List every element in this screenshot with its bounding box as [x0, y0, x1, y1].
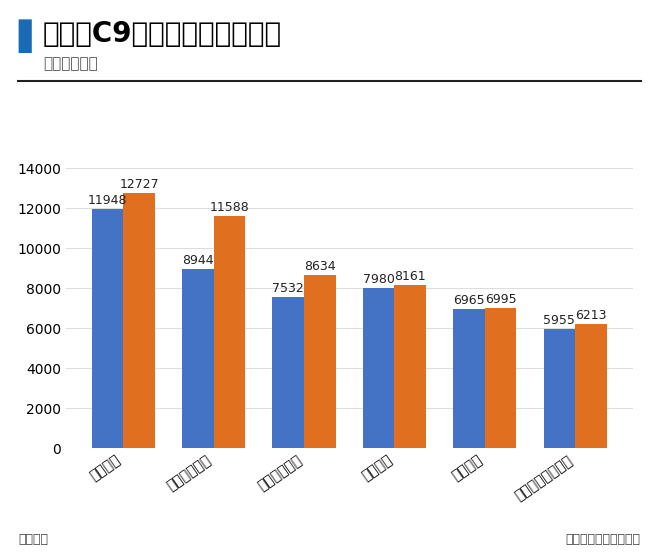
Text: 11588: 11588 [210, 201, 249, 214]
Text: 7980: 7980 [362, 273, 395, 286]
Bar [214, 216, 245, 448]
Bar [272, 297, 304, 448]
Bar [363, 288, 395, 448]
Text: 6213: 6213 [575, 309, 607, 322]
Bar [544, 329, 575, 448]
Text: 近两年C9高校毕业生人数变化: 近两年C9高校毕业生人数变化 [43, 20, 282, 48]
Bar [485, 308, 517, 448]
Bar [123, 193, 155, 448]
Text: 5955: 5955 [544, 314, 575, 327]
Text: 数据来源：各学校官网: 数据来源：各学校官网 [565, 533, 641, 546]
Legend: 2019年毕业生人数, 2020年毕业生人数: 2019年毕业生人数, 2020年毕业生人数 [225, 556, 474, 560]
Text: （部分高校）: （部分高校） [43, 56, 98, 71]
Text: 单位：人: 单位：人 [18, 533, 49, 546]
Bar [182, 269, 214, 448]
Bar [304, 276, 335, 448]
Text: 11948: 11948 [88, 194, 127, 207]
Text: 8161: 8161 [395, 270, 426, 283]
Text: 7532: 7532 [272, 282, 304, 295]
Bar [92, 209, 123, 448]
Text: 6965: 6965 [453, 293, 485, 307]
Text: 8634: 8634 [304, 260, 335, 273]
Text: 8944: 8944 [182, 254, 214, 267]
Text: 6995: 6995 [485, 293, 517, 306]
Text: ▌: ▌ [18, 20, 44, 53]
Bar [453, 309, 485, 448]
Bar [575, 324, 607, 448]
Bar [395, 285, 426, 448]
Text: 12727: 12727 [119, 179, 159, 192]
